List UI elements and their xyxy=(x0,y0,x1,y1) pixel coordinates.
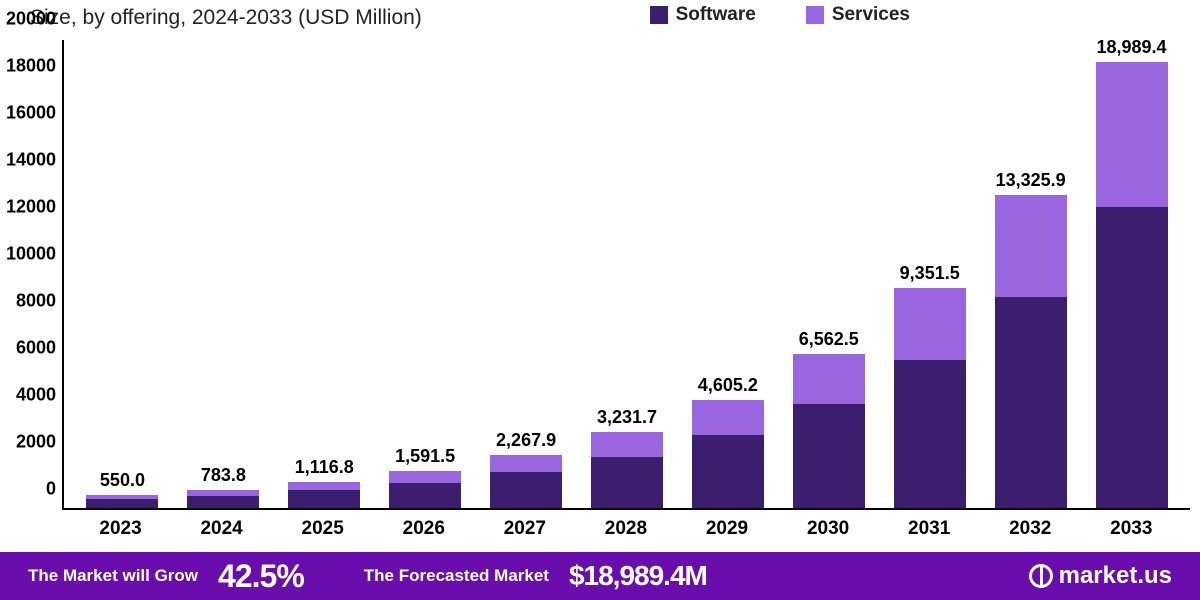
bar-stack xyxy=(995,195,1067,508)
footer-brand: market.us xyxy=(1029,562,1172,590)
footer-grow-label: The Market will Grow xyxy=(28,567,198,585)
y-tick: 14000 xyxy=(6,150,56,171)
y-axis: 0 2000 4000 6000 8000 10000 12000 14000 16000 180… xyxy=(0,40,62,510)
legend-swatch-services xyxy=(806,6,824,24)
bar-segment-software xyxy=(692,435,764,508)
bar-column: 13,325.9 xyxy=(995,195,1067,508)
y-tick: 12000 xyxy=(6,197,56,218)
y-tick: 8000 xyxy=(16,291,56,312)
bar-stack xyxy=(490,455,562,508)
bar-segment-services xyxy=(1096,62,1168,207)
x-axis: 2023 2024 2025 2026 2027 2028 2029 2030 2031 2032… xyxy=(62,510,1190,550)
bar-column: 783.8 xyxy=(187,490,259,508)
bar-stack xyxy=(591,432,663,508)
plot-area: 550.0 783.8 1,116.8 1,591.5 2,267.9 3,231.7 4,… xyxy=(62,40,1190,510)
chart-subtitle: Size, by offering, 2024-2033 (USD Millio… xyxy=(30,6,650,30)
bar-column: 4,605.2 xyxy=(692,400,764,508)
chart-area: 0 2000 4000 6000 8000 10000 12000 14000 16000 180… xyxy=(0,40,1190,550)
bar-segment-software xyxy=(389,483,461,508)
x-tick: 2027 xyxy=(489,510,561,550)
bar-value-label: 3,231.7 xyxy=(597,407,657,428)
bar-segment-software xyxy=(793,404,865,508)
bar-column: 2,267.9 xyxy=(490,455,562,508)
bar-stack xyxy=(894,288,966,508)
bar-column: 3,231.7 xyxy=(591,432,663,508)
legend-label-software: Software xyxy=(676,4,756,26)
bar-stack xyxy=(793,354,865,508)
y-tick: 18000 xyxy=(6,56,56,77)
x-tick: 2032 xyxy=(994,510,1066,550)
bars-container: 550.0 783.8 1,116.8 1,591.5 2,267.9 3,231.7 4,… xyxy=(64,40,1190,508)
bar-segment-services xyxy=(591,432,663,457)
y-tick: 16000 xyxy=(6,103,56,124)
bar-segment-software xyxy=(288,490,360,508)
chart-header: Size, by offering, 2024-2033 (USD Millio… xyxy=(0,0,1200,30)
y-tick: 20000 xyxy=(6,9,56,30)
chart-legend: Software Services xyxy=(650,4,1170,26)
x-tick: 2033 xyxy=(1095,510,1167,550)
legend-label-services: Services xyxy=(832,4,910,26)
x-tick: 2023 xyxy=(85,510,157,550)
bar-value-label: 1,591.5 xyxy=(395,446,455,467)
brand-text: market.us xyxy=(1059,562,1172,590)
y-tick: 2000 xyxy=(16,432,56,453)
bar-segment-services xyxy=(793,354,865,404)
bar-stack xyxy=(692,400,764,508)
x-tick: 2025 xyxy=(287,510,359,550)
bar-segment-services xyxy=(894,288,966,360)
bar-stack xyxy=(389,471,461,508)
brand-icon xyxy=(1029,564,1053,588)
bar-value-label: 2,267.9 xyxy=(496,430,556,451)
bar-value-label: 18,989.4 xyxy=(1096,37,1166,58)
bar-stack xyxy=(288,482,360,508)
legend-swatch-software xyxy=(650,6,668,24)
bar-segment-services xyxy=(692,400,764,435)
bar-segment-services xyxy=(389,471,461,483)
bar-column: 1,591.5 xyxy=(389,471,461,508)
bar-column: 6,562.5 xyxy=(793,354,865,508)
x-tick: 2026 xyxy=(388,510,460,550)
x-tick: 2028 xyxy=(590,510,662,550)
bar-value-label: 1,116.8 xyxy=(295,457,354,478)
y-tick: 10000 xyxy=(6,244,56,265)
footer-banner: The Market will Grow 42.5% The Forecaste… xyxy=(0,552,1200,600)
footer-grow-pct: 42.5% xyxy=(218,558,304,595)
bar-stack xyxy=(187,490,259,508)
footer-forecast-value: $18,989.4M xyxy=(569,560,707,592)
x-tick: 2024 xyxy=(186,510,258,550)
bar-value-label: 13,325.9 xyxy=(996,170,1066,191)
bar-value-label: 783.8 xyxy=(201,465,246,486)
bar-segment-software xyxy=(591,457,663,508)
bar-value-label: 6,562.5 xyxy=(799,329,859,350)
title-block: Size, by offering, 2024-2033 (USD Millio… xyxy=(30,4,650,30)
bar-segment-services xyxy=(288,482,360,491)
bar-segment-software xyxy=(86,499,158,508)
bar-segment-software xyxy=(1096,207,1168,508)
bar-value-label: 550.0 xyxy=(100,470,145,491)
bar-value-label: 4,605.2 xyxy=(698,375,758,396)
footer-forecast-label: The Forecasted Market xyxy=(364,567,549,585)
x-tick: 2030 xyxy=(792,510,864,550)
bar-segment-services xyxy=(490,455,562,472)
legend-item-software: Software xyxy=(650,4,756,26)
x-tick: 2029 xyxy=(691,510,763,550)
bar-segment-software xyxy=(995,297,1067,508)
bar-column: 1,116.8 xyxy=(288,482,360,508)
bar-segment-software xyxy=(490,472,562,508)
bar-segment-software xyxy=(894,360,966,508)
y-tick: 4000 xyxy=(16,385,56,406)
bar-segment-software xyxy=(187,496,259,508)
bar-segment-services xyxy=(995,195,1067,297)
bar-value-label: 9,351.5 xyxy=(900,263,960,284)
bar-column: 9,351.5 xyxy=(894,288,966,508)
y-tick: 0 xyxy=(46,479,56,500)
bar-column: 18,989.4 xyxy=(1096,62,1168,508)
bar-stack xyxy=(86,495,158,508)
y-tick: 6000 xyxy=(16,338,56,359)
legend-item-services: Services xyxy=(806,4,910,26)
bar-column: 550.0 xyxy=(86,495,158,508)
bar-stack xyxy=(1096,62,1168,508)
x-tick: 2031 xyxy=(893,510,965,550)
